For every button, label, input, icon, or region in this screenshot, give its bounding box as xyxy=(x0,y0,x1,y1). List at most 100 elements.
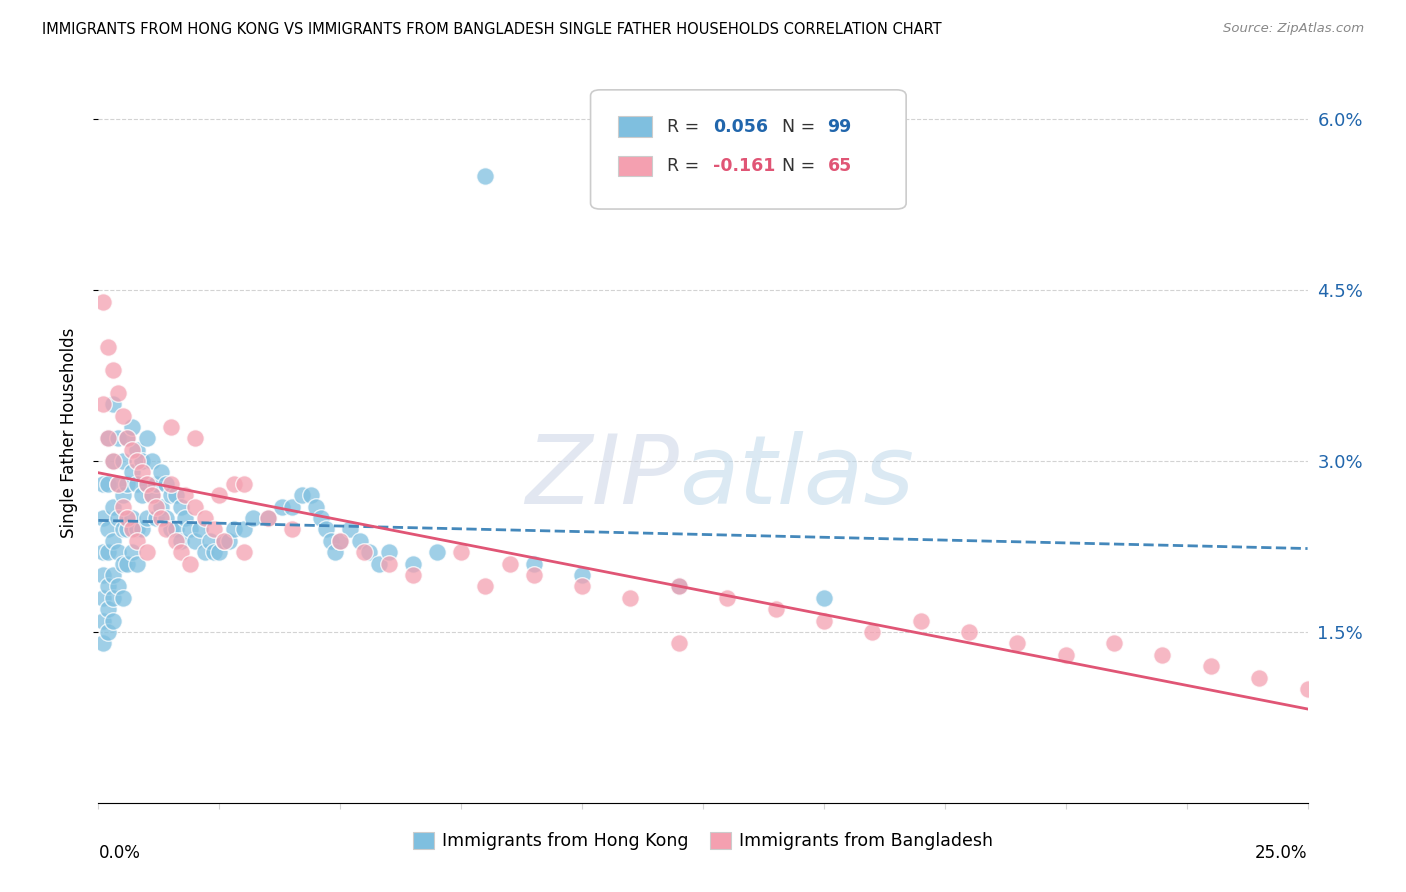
Point xyxy=(184,533,207,548)
Point xyxy=(127,454,149,468)
Point xyxy=(184,500,207,514)
Point xyxy=(91,511,114,525)
Point xyxy=(165,488,187,502)
Point xyxy=(111,500,134,514)
Point xyxy=(619,591,641,605)
Point xyxy=(1054,648,1077,662)
Point xyxy=(813,614,835,628)
Point xyxy=(299,488,322,502)
Point xyxy=(101,454,124,468)
Point xyxy=(160,488,183,502)
Text: 0.056: 0.056 xyxy=(713,118,768,136)
Point xyxy=(281,523,304,537)
Point xyxy=(571,579,593,593)
Point xyxy=(765,602,787,616)
Point xyxy=(523,557,546,571)
Point xyxy=(145,511,167,525)
Point xyxy=(97,431,120,445)
Point xyxy=(450,545,472,559)
Point xyxy=(208,545,231,559)
Text: 99: 99 xyxy=(828,118,852,136)
Point xyxy=(474,579,496,593)
Point xyxy=(91,294,114,309)
Text: -0.161: -0.161 xyxy=(713,157,775,175)
Point xyxy=(179,523,201,537)
Point xyxy=(131,466,153,480)
Point xyxy=(121,420,143,434)
Point xyxy=(349,533,371,548)
Point xyxy=(117,511,139,525)
Point xyxy=(107,579,129,593)
Point xyxy=(107,545,129,559)
Point xyxy=(1249,671,1271,685)
Point xyxy=(117,431,139,445)
Point xyxy=(325,545,347,559)
Point xyxy=(97,624,120,639)
Point xyxy=(127,442,149,457)
Point xyxy=(426,545,449,559)
Point xyxy=(135,476,157,491)
Y-axis label: Single Father Households: Single Father Households xyxy=(59,327,77,538)
Point xyxy=(668,636,690,650)
Text: 25.0%: 25.0% xyxy=(1256,844,1308,862)
Point xyxy=(212,533,235,548)
Point xyxy=(498,557,520,571)
Point xyxy=(135,545,157,559)
Point xyxy=(111,488,134,502)
Point xyxy=(377,557,399,571)
Point xyxy=(97,602,120,616)
Point xyxy=(174,488,197,502)
Point xyxy=(174,511,197,525)
Point xyxy=(111,523,134,537)
Point xyxy=(121,545,143,559)
Point xyxy=(131,488,153,502)
Point xyxy=(218,533,240,548)
Legend: Immigrants from Hong Kong, Immigrants from Bangladesh: Immigrants from Hong Kong, Immigrants fr… xyxy=(406,825,1000,857)
Point xyxy=(155,476,177,491)
Point xyxy=(194,511,217,525)
Point xyxy=(97,579,120,593)
Point xyxy=(716,591,738,605)
Text: R =: R = xyxy=(666,157,704,175)
Point xyxy=(131,454,153,468)
Point xyxy=(319,533,342,548)
Point xyxy=(222,523,245,537)
Point xyxy=(160,420,183,434)
Point xyxy=(127,557,149,571)
Point xyxy=(165,523,187,537)
Point xyxy=(121,511,143,525)
Point xyxy=(368,557,391,571)
Point xyxy=(111,557,134,571)
Point xyxy=(377,545,399,559)
Point xyxy=(1199,659,1222,673)
Point xyxy=(184,431,207,445)
Point xyxy=(117,557,139,571)
Point xyxy=(97,545,120,559)
Bar xyxy=(619,117,652,137)
Point xyxy=(571,568,593,582)
Text: IMMIGRANTS FROM HONG KONG VS IMMIGRANTS FROM BANGLADESH SINGLE FATHER HOUSEHOLDS: IMMIGRANTS FROM HONG KONG VS IMMIGRANTS … xyxy=(42,22,942,37)
Point xyxy=(232,523,254,537)
Point xyxy=(97,340,120,354)
Point xyxy=(222,476,245,491)
Point xyxy=(315,523,337,537)
Point xyxy=(101,397,124,411)
Point xyxy=(107,431,129,445)
Point xyxy=(101,454,124,468)
Point xyxy=(474,169,496,184)
Point xyxy=(101,568,124,582)
Point xyxy=(107,476,129,491)
Point xyxy=(97,431,120,445)
Point xyxy=(121,442,143,457)
Point xyxy=(150,466,173,480)
FancyBboxPatch shape xyxy=(591,90,905,209)
Point xyxy=(107,511,129,525)
Point xyxy=(121,466,143,480)
Text: atlas: atlas xyxy=(679,431,914,524)
Point xyxy=(131,523,153,537)
Point xyxy=(135,431,157,445)
Point xyxy=(1007,636,1029,650)
Point xyxy=(121,523,143,537)
Point xyxy=(160,476,183,491)
Point xyxy=(256,511,278,525)
